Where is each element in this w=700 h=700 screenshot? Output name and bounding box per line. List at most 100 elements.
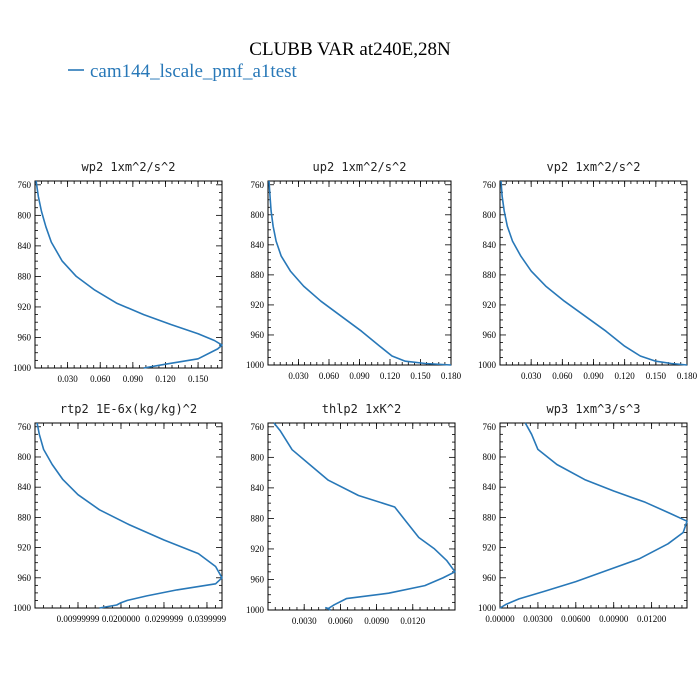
y-tick-label: 800 bbox=[18, 210, 32, 220]
x-tick-label: 0.00300 bbox=[523, 614, 553, 624]
y-tick-label: 1000 bbox=[478, 360, 497, 370]
chart-panel: wp2 1xm^2/s^2 760 800 840 880 920 960 1000 0.030… bbox=[13, 160, 223, 384]
y-tick-label: 840 bbox=[483, 482, 497, 492]
x-tick-label: 0.0060 bbox=[328, 616, 353, 626]
series-line bbox=[500, 180, 688, 366]
x-tick-label: 0.150 bbox=[188, 374, 209, 384]
x-tick-label: 0.00999999 bbox=[57, 614, 100, 624]
y-tick-label: 1000 bbox=[13, 363, 32, 373]
y-tick-label: 840 bbox=[18, 482, 32, 492]
panel-title: rtp2 1E-6x(kg/kg)^2 bbox=[60, 402, 197, 416]
panel-title: thlp2 1xK^2 bbox=[322, 402, 401, 416]
chart-panel: up2 1xm^2/s^2 760 800 840 880 920 960 1000 0.030… bbox=[246, 160, 462, 381]
y-tick-label: 960 bbox=[18, 573, 32, 583]
x-tick-label: 0.090 bbox=[349, 371, 370, 381]
x-tick-label: 0.150 bbox=[646, 371, 667, 381]
y-tick-label: 1000 bbox=[13, 603, 32, 613]
y-tick-label: 760 bbox=[483, 180, 497, 190]
chart-panel: vp2 1xm^2/s^2 760 800 840 880 920 960 1000 0.030… bbox=[478, 160, 698, 381]
panel-frame bbox=[499, 180, 688, 366]
panel-frame bbox=[34, 422, 223, 609]
x-tick-label: 0.030 bbox=[288, 371, 309, 381]
series-line bbox=[499, 422, 688, 609]
y-tick-label: 920 bbox=[483, 300, 497, 310]
y-tick-label: 760 bbox=[251, 180, 265, 190]
x-tick-label: 0.090 bbox=[583, 371, 604, 381]
x-tick-label: 0.00000 bbox=[485, 614, 515, 624]
x-tick-label: 0.120 bbox=[615, 371, 636, 381]
x-tick-label: 0.090 bbox=[123, 374, 144, 384]
x-tick-label: 0.120 bbox=[380, 371, 401, 381]
legend-label: cam144_lscale_pmf_a1test bbox=[90, 61, 298, 82]
y-tick-label: 920 bbox=[18, 302, 32, 312]
panel-frame bbox=[267, 180, 452, 366]
panel-title: wp3 1xm^3/s^3 bbox=[547, 402, 641, 416]
x-tick-label: 0.01200 bbox=[637, 614, 667, 624]
chart-panel: rtp2 1E-6x(kg/kg)^2 760 800 840 880 920 960 100… bbox=[13, 402, 227, 624]
x-tick-label: 0.00900 bbox=[599, 614, 629, 624]
x-tick-label: 0.120 bbox=[155, 374, 176, 384]
y-tick-label: 840 bbox=[483, 240, 497, 250]
x-tick-label: 0.060 bbox=[319, 371, 340, 381]
y-tick-label: 1000 bbox=[246, 605, 265, 615]
y-tick-label: 960 bbox=[483, 330, 497, 340]
panel-frame bbox=[267, 422, 456, 611]
x-tick-label: 0.150 bbox=[410, 371, 431, 381]
figure-legend: cam144_lscale_pmf_a1test bbox=[68, 61, 298, 82]
y-tick-label: 840 bbox=[18, 241, 32, 251]
panel-title: wp2 1xm^2/s^2 bbox=[82, 160, 176, 174]
y-tick-label: 960 bbox=[251, 574, 265, 584]
panel-title: up2 1xm^2/s^2 bbox=[313, 160, 407, 174]
series-line bbox=[268, 180, 452, 366]
figure-title: CLUBB VAR at240E,28N bbox=[249, 39, 451, 60]
y-tick-label: 920 bbox=[251, 544, 265, 554]
x-tick-label: 0.0120 bbox=[400, 616, 425, 626]
y-tick-label: 840 bbox=[251, 240, 265, 250]
y-tick-label: 960 bbox=[251, 330, 265, 340]
panel-frame bbox=[34, 180, 223, 369]
x-tick-label: 0.180 bbox=[677, 371, 698, 381]
y-tick-label: 1000 bbox=[246, 360, 265, 370]
y-tick-label: 800 bbox=[483, 452, 497, 462]
x-tick-label: 0.0030 bbox=[292, 616, 317, 626]
y-tick-label: 760 bbox=[251, 422, 265, 432]
x-tick-label: 0.0200000 bbox=[102, 614, 141, 624]
y-tick-label: 880 bbox=[251, 513, 265, 523]
y-tick-label: 800 bbox=[251, 452, 265, 462]
y-tick-label: 800 bbox=[483, 210, 497, 220]
series-line bbox=[35, 180, 223, 369]
chart-panel: thlp2 1xK^2 760 800 840 880 920 960 1000 0.0030 0… bbox=[246, 402, 456, 626]
chart-panels: wp2 1xm^2/s^2 760 800 840 880 920 960 1000 0.030… bbox=[13, 160, 698, 626]
x-tick-label: 0.0299999 bbox=[145, 614, 184, 624]
x-tick-label: 0.0090 bbox=[364, 616, 389, 626]
y-tick-label: 880 bbox=[18, 512, 32, 522]
chart-panel: wp3 1xm^3/s^3 760 800 840 880 920 960 10000.000… bbox=[478, 402, 688, 624]
x-tick-label: 0.030 bbox=[521, 371, 542, 381]
y-tick-label: 920 bbox=[18, 543, 32, 553]
x-tick-label: 0.0399999 bbox=[188, 614, 227, 624]
y-tick-label: 1000 bbox=[478, 603, 497, 613]
x-tick-label: 0.180 bbox=[441, 371, 462, 381]
y-tick-label: 760 bbox=[483, 422, 497, 432]
y-tick-label: 960 bbox=[483, 573, 497, 583]
series-line bbox=[273, 422, 456, 611]
y-tick-label: 800 bbox=[18, 452, 32, 462]
y-tick-label: 920 bbox=[251, 300, 265, 310]
y-tick-label: 880 bbox=[483, 512, 497, 522]
y-tick-label: 800 bbox=[251, 210, 265, 220]
y-tick-label: 880 bbox=[483, 270, 497, 280]
y-tick-label: 880 bbox=[251, 270, 265, 280]
y-tick-label: 920 bbox=[483, 543, 497, 553]
y-tick-label: 880 bbox=[18, 271, 32, 281]
y-tick-label: 960 bbox=[18, 332, 32, 342]
panel-frame bbox=[499, 422, 688, 609]
y-tick-label: 840 bbox=[251, 483, 265, 493]
x-tick-label: 0.00600 bbox=[561, 614, 591, 624]
y-tick-label: 760 bbox=[18, 422, 32, 432]
x-tick-label: 0.060 bbox=[90, 374, 111, 384]
y-tick-label: 760 bbox=[18, 180, 32, 190]
x-tick-label: 0.030 bbox=[57, 374, 78, 384]
series-line bbox=[36, 422, 223, 609]
x-tick-label: 0.060 bbox=[552, 371, 573, 381]
